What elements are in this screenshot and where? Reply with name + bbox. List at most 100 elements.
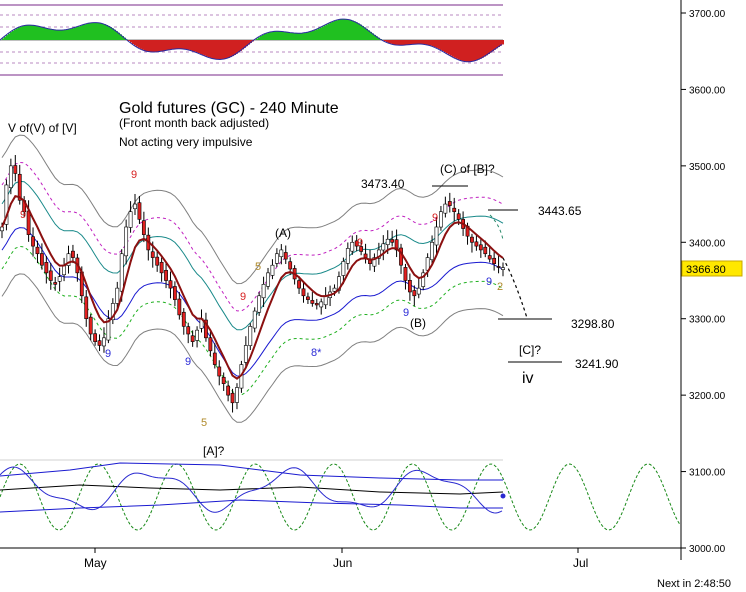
oscillator-bar xyxy=(386,40,388,43)
x-tick-label: Jul xyxy=(573,556,588,570)
count-marker: 9 xyxy=(185,356,191,368)
candle-body xyxy=(26,210,31,235)
oscillator-bar xyxy=(216,40,218,60)
candle-body xyxy=(31,236,35,247)
oscillator-bar xyxy=(462,40,464,61)
oscillator-bar xyxy=(160,40,162,52)
oscillator-bar xyxy=(432,40,434,47)
oscillator-bar xyxy=(458,40,460,60)
oscillator-bar xyxy=(356,22,358,40)
oscillator-bar xyxy=(370,31,372,40)
oscillator-bar xyxy=(410,40,412,45)
candle-body xyxy=(208,337,213,352)
candle-body xyxy=(66,253,71,266)
oscillator-bar xyxy=(384,40,386,42)
oscillator-bar xyxy=(178,40,180,49)
price-axis: 3700.00 3600.00 3500.00 3400.00 3300.00 3200.… xyxy=(680,0,743,560)
oscillator-bar xyxy=(476,40,478,61)
oscillator-bar xyxy=(342,19,344,40)
oscillator-bar xyxy=(276,31,278,40)
candle-body xyxy=(53,282,58,285)
candle-body xyxy=(84,296,89,320)
oscillator-bar xyxy=(72,28,74,40)
candle-body xyxy=(394,239,399,251)
oscillator-bar xyxy=(294,32,296,40)
oscillator-bar xyxy=(424,40,426,45)
oscillator-bar xyxy=(62,30,64,40)
candle-body xyxy=(430,241,434,261)
oscillator-bar xyxy=(436,40,438,48)
x-tick-label: Jun xyxy=(333,556,352,570)
y-tick-label: 3700.00 xyxy=(689,9,726,20)
oscillator-bar xyxy=(352,20,354,40)
candle-body xyxy=(235,387,239,403)
oscillator-bar xyxy=(304,32,306,40)
oscillator-bar xyxy=(360,24,362,40)
y-tick-label: 3000.00 xyxy=(689,544,726,555)
candle-body xyxy=(297,280,301,289)
oscillator-bar xyxy=(326,24,328,40)
oscillator-bar xyxy=(492,40,494,52)
oscillator-bar xyxy=(42,27,44,40)
oscillator-bar xyxy=(414,40,416,45)
candle-body xyxy=(168,280,173,289)
oscillator-bar xyxy=(156,40,158,52)
oscillator-bar xyxy=(26,25,28,40)
oscillator-bar xyxy=(412,40,414,45)
oscillator-bar xyxy=(334,20,336,40)
oscillator-bar xyxy=(406,40,408,45)
wave-label-peak-value: 3473.40 xyxy=(361,177,405,191)
candle-body xyxy=(412,290,417,297)
oscillator-bar xyxy=(174,40,176,50)
candle-body xyxy=(190,335,195,342)
oscillator-bar xyxy=(310,31,312,40)
time-axis: May Jun Jul Next in 2:48:50 xyxy=(0,547,731,590)
oscillator-bar xyxy=(18,27,20,40)
cycle-lower-line xyxy=(0,499,503,513)
oscillator-bar xyxy=(132,40,134,45)
oscillator-bar xyxy=(88,23,90,40)
candle-body xyxy=(133,203,137,210)
oscillator-bar xyxy=(204,40,206,56)
oscillator-bar xyxy=(106,25,108,40)
oscillator-bar xyxy=(390,40,392,44)
oscillator-bar xyxy=(428,40,430,46)
oscillator-bar xyxy=(64,29,66,40)
count-marker: 9 xyxy=(105,348,111,360)
oscillator-bar xyxy=(350,19,352,40)
oscillator-bar xyxy=(118,32,120,40)
oscillator-bar xyxy=(228,40,230,58)
oscillator-bar xyxy=(16,28,18,40)
candle-body xyxy=(456,213,461,220)
candle-body xyxy=(341,261,346,276)
candle-body xyxy=(0,226,4,232)
oscillator-bar xyxy=(246,40,248,47)
band-line xyxy=(1,134,504,285)
oscillator-bar xyxy=(494,40,496,50)
oscillator-bar xyxy=(82,25,84,40)
oscillator-bar xyxy=(416,40,418,45)
oscillator-bar xyxy=(74,27,76,40)
candle-body xyxy=(88,316,93,335)
oscillator-bar xyxy=(448,40,450,55)
oscillator-bar xyxy=(496,40,498,49)
candle-body xyxy=(359,246,364,252)
oscillator-bar xyxy=(224,40,226,60)
candle-body xyxy=(159,261,164,274)
candle-body xyxy=(354,240,359,247)
candle-body xyxy=(48,270,53,281)
candle-body xyxy=(110,303,115,321)
oscillator-bar xyxy=(206,40,208,57)
count-marker: 8* xyxy=(311,347,322,359)
oscillator-bar xyxy=(22,26,24,40)
oscillator-bar xyxy=(198,40,200,54)
oscillator-bar xyxy=(266,33,268,40)
oscillator-bar xyxy=(238,40,240,53)
oscillator-bar xyxy=(464,40,466,62)
oscillator-bar xyxy=(14,29,16,40)
oscillator-bar xyxy=(54,29,56,40)
oscillator-bar xyxy=(298,33,300,40)
oscillator-bar xyxy=(46,28,48,40)
oscillator-bar xyxy=(30,25,32,40)
candle-body xyxy=(314,303,319,306)
